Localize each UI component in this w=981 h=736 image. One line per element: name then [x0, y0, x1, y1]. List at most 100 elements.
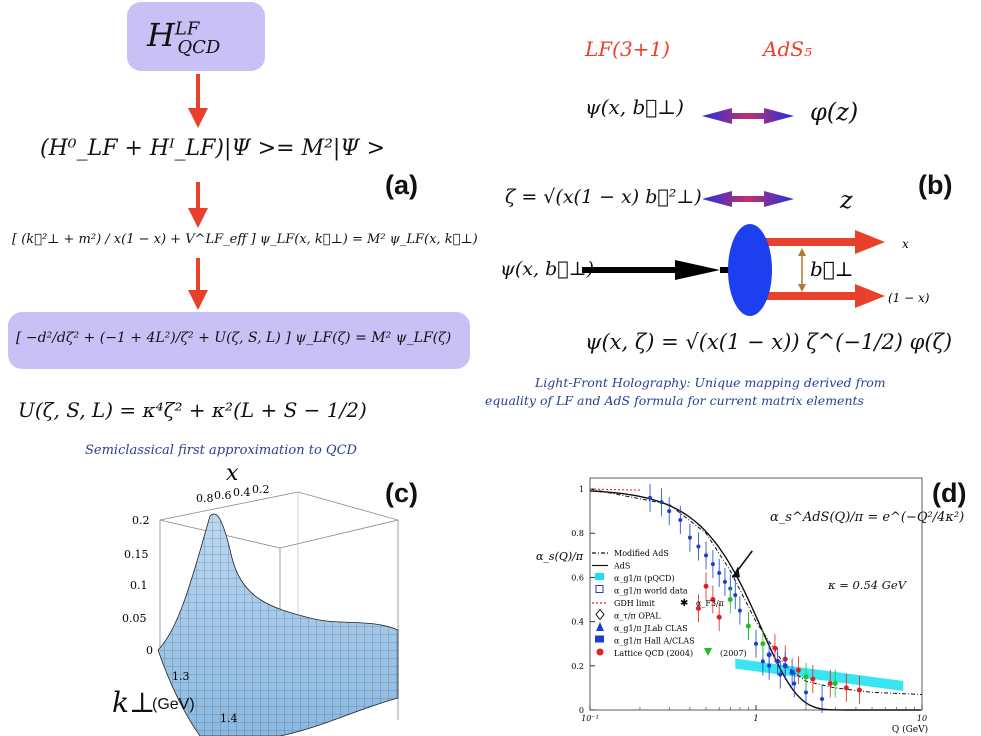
x-label: x	[902, 237, 909, 251]
lattice-2004-point	[795, 667, 801, 673]
lattice-2004-point	[716, 614, 722, 620]
legend-star-marker: ✱	[680, 598, 688, 609]
holographic-equation-box	[8, 312, 470, 369]
world-data-point	[696, 544, 701, 549]
plot-box-back	[159, 491, 399, 720]
lattice-2007-point	[803, 674, 809, 680]
world-data-point	[710, 562, 715, 567]
x-tick-label-1: 1	[753, 714, 758, 723]
holography-caption-2: equality of LF and AdS formula for curre…	[485, 393, 864, 408]
arrow-a-1	[188, 74, 208, 128]
lattice-2004-point	[772, 645, 778, 651]
legend-label-0: Modified AdS	[614, 549, 669, 558]
jlab-clas-point	[766, 652, 772, 658]
y-tick-label-5: 1	[579, 485, 584, 494]
y-tick-label-1: 0.2	[571, 662, 584, 671]
outgoing-quark-x	[765, 230, 885, 254]
pqcd-band	[735, 658, 904, 691]
lattice-2004-point	[710, 597, 716, 603]
b-perp-label: b⃗⊥	[810, 257, 854, 281]
kappa-value: κ = 0.54 GeV	[828, 578, 907, 592]
legend-label-9: Lattice QCD (2004)	[614, 649, 693, 658]
world-data-point	[760, 659, 765, 664]
legend-label-3: α_g1/π world data	[614, 587, 688, 596]
x-axis-label: Q (GeV)	[892, 724, 928, 735]
legend-marker-6	[595, 608, 605, 621]
ads-curve	[589, 490, 921, 711]
x-tick-3: 0.2	[252, 483, 270, 496]
x-tick-0: 0.8	[196, 492, 214, 505]
psi-zeta-equation: ψ(x, ζ) = √(x(1 − x)) ζ^(−1/2) φ(ζ)	[585, 330, 953, 354]
legend-label-1: AdS	[613, 562, 630, 571]
legend-label-2: α_g1/π (pQCD)	[614, 574, 675, 583]
zeta-definition: ζ = √(x(1 − x) b⃗²⊥)	[505, 186, 702, 208]
hadron-blob	[728, 224, 772, 316]
arrow-a-2	[188, 182, 208, 228]
world-data-point	[754, 641, 758, 646]
z-tick-2: 0.1	[130, 579, 148, 592]
formula-arrowhead	[732, 566, 740, 578]
world-data-point	[778, 672, 783, 677]
legend-marker-10	[704, 648, 712, 656]
lattice-2004-point	[856, 687, 862, 693]
jlab-clas-point	[782, 663, 788, 669]
legend-label-6: α_τ/π OPAL	[614, 612, 661, 621]
holography-caption-1: Light-Front Holography: Unique mapping d…	[535, 375, 886, 390]
k-tick-1: 1.4	[220, 712, 238, 725]
phi-z: φ(z)	[810, 98, 859, 126]
legend-marker-7	[596, 622, 604, 631]
legend-marker-8	[595, 635, 604, 643]
world-data-point	[687, 535, 692, 540]
world-data-point	[733, 593, 738, 598]
hqcd-label: HLFQCD	[147, 16, 221, 59]
world-data-point	[803, 690, 808, 695]
x-axis-title: x	[226, 461, 239, 486]
y-tick-label-2: 0.4	[571, 618, 584, 627]
world-data-point	[659, 500, 664, 505]
legend-label-10: (2007)	[720, 649, 747, 658]
ads-formula: α_s^AdS(Q)/π = e^(−Q²/4κ²)	[770, 510, 965, 525]
jlab-clas-point	[775, 658, 781, 664]
holographic-equation: [ −d²/dζ² + (−1 + 4L²)/ζ² + U(ζ, S, L) ]…	[16, 330, 452, 346]
world-data-point	[792, 681, 797, 686]
arrow-a-3	[188, 258, 208, 310]
panel-a-label: (a)	[385, 170, 418, 200]
modified-ads-curve	[589, 488, 923, 696]
legend-label-8: α_g1/π Hall A/CLAS	[614, 637, 695, 646]
world-data-point	[737, 608, 742, 613]
gdh-limit-line	[589, 488, 640, 491]
lattice-2004-point	[827, 680, 833, 686]
panel-b-label: (b)	[918, 170, 953, 200]
y-axis-label: α_s(Q)/π	[536, 550, 584, 563]
y-tick-label-4: 0.8	[571, 529, 584, 538]
k-perp-axis: k⊥	[112, 686, 156, 719]
lattice-2007-point	[760, 641, 766, 647]
hqcd-box	[127, 2, 265, 71]
lf-equation: [ (k⃗²⊥ + m²) / x(1 − x) + V^LF_eff ] ψ_…	[12, 232, 478, 247]
k-tick-0: 1.3	[172, 670, 190, 683]
world-data-point	[820, 696, 825, 701]
x-tick-2: 0.4	[233, 486, 251, 499]
double-arrow-2	[702, 191, 794, 207]
panel-c-label: (c)	[385, 478, 418, 508]
surface-plot: x 0.8 0.6 0.4 0.2 0.2 0.15 0.1 0.05 0 1.…	[122, 461, 399, 736]
lattice-2004-point	[695, 605, 701, 611]
z-tick-1: 0.15	[124, 548, 149, 561]
legend-marker-9	[596, 648, 604, 656]
lattice-2007-point	[727, 597, 733, 603]
z-tick-0: 0.2	[132, 514, 150, 527]
legend-label-5: α_F3/π	[696, 599, 724, 608]
lattice-2007-point	[832, 680, 838, 686]
z-tick-4: 0	[146, 644, 153, 657]
y-tick-label-3: 0.6	[571, 573, 584, 582]
semiclassical-caption: Semiclassical first approximation to QCD	[85, 443, 357, 458]
lf-header: LF(3+1)	[585, 37, 670, 61]
alpha-s-chart: 0 0.2 0.4 0.6 0.8 1 10⁻¹ 1 10Q (GeV) α_s(Q)/π Modi…	[536, 477, 928, 735]
legend-label-4: GDH limit	[614, 599, 656, 608]
psi-input: ψ(x, b⃗⊥)	[500, 258, 594, 280]
legend-label-7: α_g1/π JLab CLAS	[614, 624, 688, 633]
x-tick-1: 0.6	[214, 489, 232, 502]
world-data-point	[678, 517, 683, 522]
world-data-point	[704, 553, 709, 558]
lattice-2004-point	[843, 685, 849, 691]
